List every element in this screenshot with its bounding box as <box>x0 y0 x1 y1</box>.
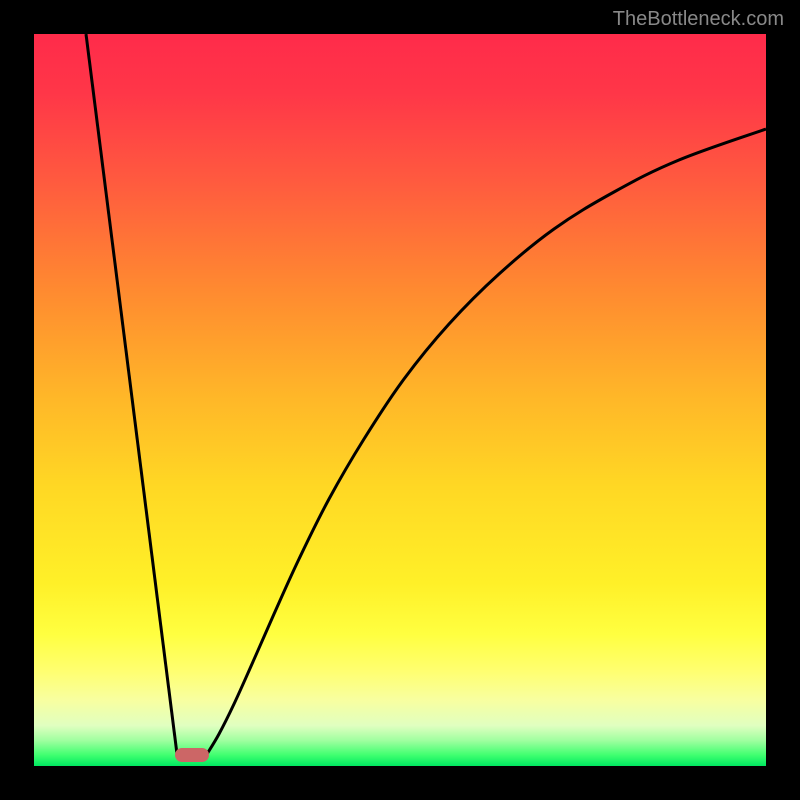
chart-container: TheBottleneck.com <box>0 0 800 800</box>
marker-layer <box>34 34 766 766</box>
watermark-text: TheBottleneck.com <box>613 8 784 31</box>
plot-area <box>34 34 766 766</box>
bottleneck-marker <box>175 748 209 762</box>
